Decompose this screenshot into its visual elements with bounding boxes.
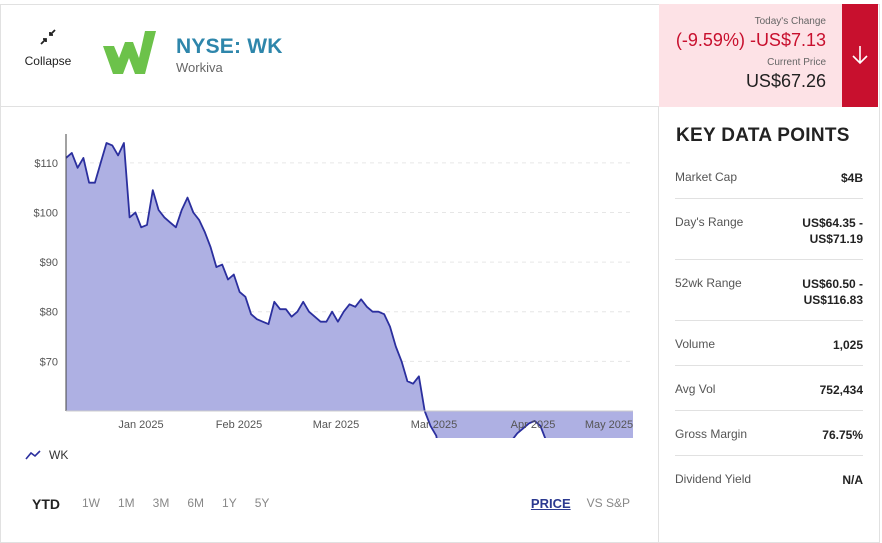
range-1m[interactable]: 1M — [118, 496, 135, 510]
todays-change-label: Today's Change — [754, 16, 826, 27]
range-ytd[interactable]: YTD — [32, 496, 60, 512]
x-tick-label: May 2025 — [585, 419, 633, 431]
header-divider — [1, 106, 659, 107]
key-data-row: Avg Vol 752,434 — [675, 366, 863, 411]
key-data-row: Day's Range US$64.35 - US$71.19 — [675, 199, 863, 260]
price-direction-indicator — [842, 4, 878, 107]
range-6m[interactable]: 6M — [187, 496, 205, 510]
price-chart[interactable]: $110 $100 $90 $80 $70 Jan 2025 Feb 2025 Mar 202… — [0, 108, 658, 438]
legend-series-label: WK — [49, 448, 69, 462]
x-tick-label: Apr 2025 — [511, 419, 556, 431]
collapse-label: Collapse — [24, 54, 72, 68]
collapse-button[interactable]: Collapse — [18, 28, 78, 74]
range-3m[interactable]: 3M — [152, 496, 170, 510]
y-tick-label: $100 — [34, 207, 58, 219]
ticker-symbol: NYSE: WK — [176, 35, 283, 58]
key-data-label: Day's Range — [675, 215, 744, 229]
key-data-label: Gross Margin — [675, 427, 748, 441]
key-data-label: 52wk Range — [675, 276, 742, 290]
y-tick-label: $90 — [40, 257, 58, 269]
key-data-row: Gross Margin 76.75% — [675, 411, 863, 456]
price-summary: Today's Change (-9.59%) -US$7.13 Current… — [659, 4, 842, 107]
mode-price-tab[interactable]: PRICE — [530, 496, 571, 511]
key-data-label: Market Cap — [675, 170, 738, 184]
series-line — [65, 142, 547, 438]
todays-change-value: (-9.59%) -US$7.13 — [675, 30, 826, 50]
key-data-value: 752,434 — [819, 383, 863, 397]
y-tick-label: $110 — [34, 158, 58, 170]
key-data-list: Market Cap $4B Day's Range US$64.35 - US… — [675, 154, 863, 501]
key-data-value: US$64.35 - US$71.19 — [802, 216, 863, 246]
time-range-selector: YTD 1W 1M 3M 6M 1Y 5Y — [32, 496, 269, 512]
key-data-value: US$60.50 - US$116.83 — [802, 277, 863, 307]
mode-vs-sp-tab[interactable]: VS S&P — [586, 496, 630, 510]
key-data-label: Avg Vol — [675, 382, 716, 396]
x-tick-label: Jan 2025 — [118, 419, 163, 431]
key-data-row: Dividend Yield N/A — [675, 456, 863, 501]
collapse-arrows-icon — [40, 29, 56, 45]
key-data-row: Volume 1,025 — [675, 321, 863, 366]
key-data-row: Market Cap $4B — [675, 154, 863, 199]
down-arrow-icon — [852, 46, 868, 65]
panel-divider — [658, 106, 659, 543]
key-data-label: Volume — [675, 337, 716, 351]
series-area — [66, 143, 633, 438]
key-data-title: KEY DATA POINTS — [676, 125, 850, 146]
line-series-icon — [25, 450, 41, 460]
range-1y[interactable]: 1Y — [222, 496, 237, 510]
x-tick-label: Feb 2025 — [216, 419, 262, 431]
x-tick-label: Mar 2025 — [313, 419, 359, 431]
x-tick-label: Mar 2025 — [411, 419, 457, 431]
key-data-value: N/A — [842, 473, 863, 487]
current-price-value: US$67.26 — [745, 71, 826, 91]
key-data-value: $4B — [840, 171, 863, 185]
chart-legend: WK — [25, 448, 68, 462]
key-data-row: 52wk Range US$60.50 - US$116.83 — [675, 260, 863, 321]
key-data-value: 76.75% — [822, 428, 863, 442]
range-1w[interactable]: 1W — [82, 496, 100, 510]
y-tick-label: $80 — [40, 307, 58, 319]
company-name: Workiva — [176, 60, 223, 75]
range-5y[interactable]: 5Y — [254, 496, 270, 510]
key-data-value: 1,025 — [832, 338, 863, 352]
key-data-label: Dividend Yield — [675, 472, 752, 486]
workiva-logo-icon — [103, 31, 156, 74]
y-tick-label: $70 — [40, 356, 58, 368]
current-price-label: Current Price — [767, 57, 826, 68]
chart-mode-selector: PRICE VS S&P — [531, 496, 630, 511]
